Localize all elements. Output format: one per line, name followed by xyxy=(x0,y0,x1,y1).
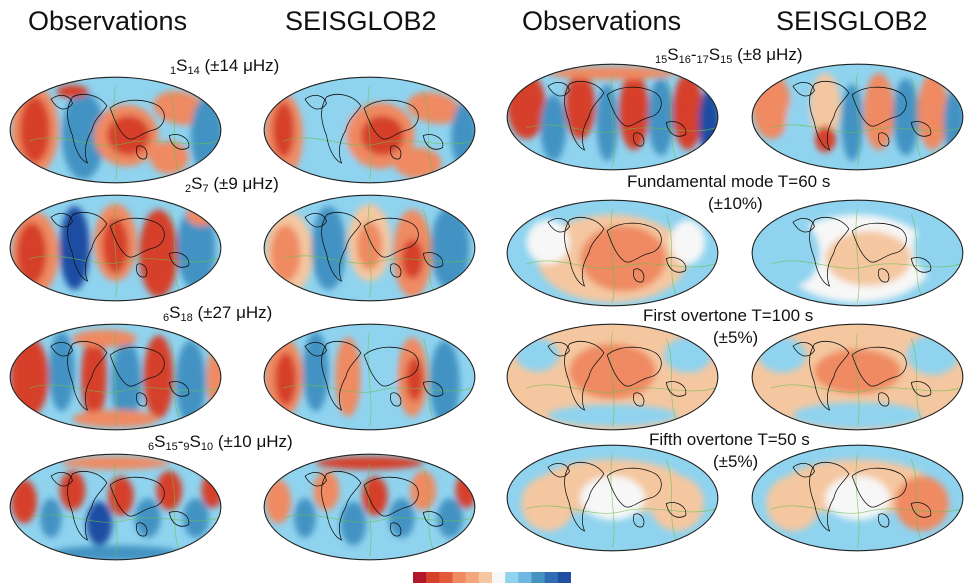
mode-label-6S18: 6S18 (±27 μHz) xyxy=(163,303,273,324)
mode-label-6S15-9S10: 6S15-9S10 (±10 μHz) xyxy=(148,432,293,453)
map-6S15-9S10-seisglob2 xyxy=(263,453,476,561)
header-observations-left: Observations xyxy=(28,6,188,36)
map-fundamental-seisglob2 xyxy=(751,199,964,307)
colorbar xyxy=(413,572,571,583)
header-seisglob2-left: SEISGLOB2 xyxy=(285,6,437,36)
panel-title-fundamental: Fundamental mode T=60 s xyxy=(627,172,831,191)
map-1S14-seisglob2 xyxy=(263,76,476,184)
map-6S15-9S10-observations xyxy=(9,453,222,561)
panel-title-fifth-overtone: Fifth overtone T=50 s xyxy=(649,430,810,449)
panel-title-first-overtone: First overtone T=100 s xyxy=(643,306,814,325)
map-15S16-17S15-seisglob2 xyxy=(751,63,964,171)
map-fifth-overtone-seisglob2 xyxy=(751,444,964,552)
mode-label-2S7: 2S7 (±9 μHz) xyxy=(185,174,279,195)
map-1S14-observations xyxy=(9,76,222,184)
header-observations-right: Observations xyxy=(522,6,682,36)
map-6S18-observations xyxy=(9,323,222,431)
map-15S16-17S15-observations xyxy=(506,63,719,171)
panel-range-fundamental: (±10%) xyxy=(708,194,763,213)
mode-label-1S14: 1S14 (±14 μHz) xyxy=(170,56,280,77)
panel-range-first-overtone: (±5%) xyxy=(713,328,759,347)
map-2S7-observations xyxy=(9,194,222,302)
mode-label-15S16-17S15: 15S16-17S15 (±8 μHz) xyxy=(655,45,803,66)
header-seisglob2-right: SEISGLOB2 xyxy=(776,6,928,36)
map-6S18-seisglob2 xyxy=(263,323,476,431)
map-2S7-seisglob2 xyxy=(263,194,476,302)
map-first-overtone-seisglob2 xyxy=(751,323,964,431)
map-fifth-overtone-observations xyxy=(506,444,719,552)
panel-range-fifth-overtone: (±5%) xyxy=(713,452,759,471)
map-first-overtone-observations xyxy=(506,323,719,431)
map-fundamental-observations xyxy=(506,199,719,307)
